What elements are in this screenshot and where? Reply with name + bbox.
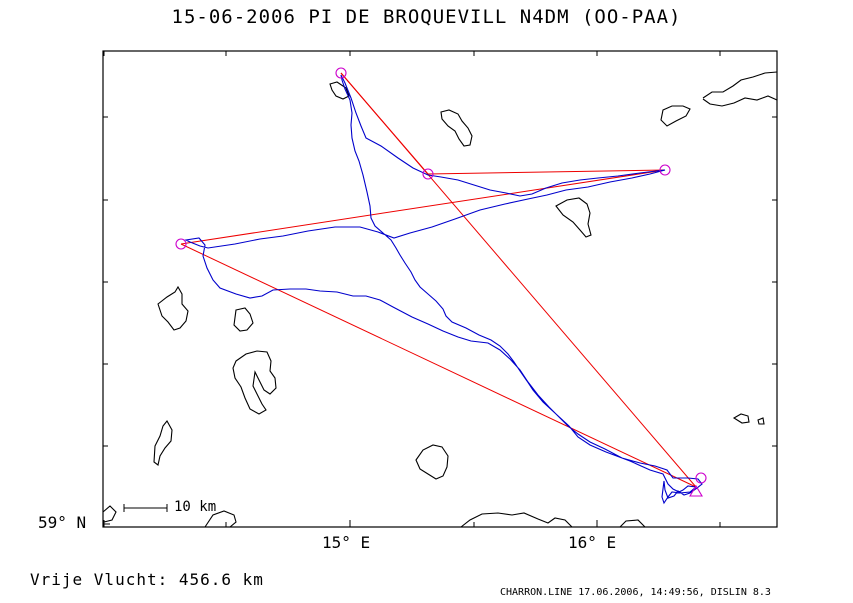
- longitude-label-16: 16° E: [568, 533, 617, 552]
- leg-4: [180, 169, 666, 245]
- leg-2: [340, 72, 429, 175]
- distance-text: Vrije Vlucht: 456.6 km: [30, 570, 264, 589]
- footer-info: CHARRON.LINE 17.06.2006, 14:49:56, DISLI…: [500, 587, 771, 598]
- lake-e-small1: [732, 413, 750, 424]
- flight-track: [184, 74, 703, 505]
- lake-e-small2: [757, 417, 765, 425]
- turnpoint-markers: [175, 67, 707, 497]
- turnpoint-3: [659, 164, 671, 176]
- latitude-label: 59° N: [38, 513, 87, 532]
- lake-west1: [157, 285, 189, 331]
- coast-ne: [702, 71, 778, 107]
- longitude-label-15: 15° E: [322, 533, 371, 552]
- scale-bar: [123, 504, 168, 512]
- lake-ne: [660, 105, 691, 127]
- turnpoint-4: [175, 238, 187, 250]
- turnpoint-1: [335, 67, 347, 79]
- leg-5: [180, 243, 697, 488]
- lake-north: [329, 81, 350, 100]
- scale-bar-label: 10 km: [174, 499, 217, 515]
- start-triangle-marker: [689, 484, 703, 497]
- leg-3: [427, 169, 666, 175]
- axis-ticks: [103, 51, 777, 527]
- lake-sw: [153, 420, 173, 466]
- coast-south: [102, 505, 646, 528]
- lake-east: [555, 197, 592, 238]
- lake-west2: [233, 307, 254, 332]
- map-frame: [102, 50, 778, 528]
- coastlines: [102, 71, 778, 528]
- map-title: 15-06-2006 PI DE BROQUEVILL N4DM (OO-PAA…: [171, 6, 682, 28]
- task-legs: [180, 72, 697, 488]
- turnpoint-2: [422, 168, 434, 180]
- turnpoint-5: [695, 472, 707, 484]
- lake-west3: [232, 350, 277, 415]
- lake-northcenter: [440, 109, 473, 147]
- lake-south: [415, 444, 449, 480]
